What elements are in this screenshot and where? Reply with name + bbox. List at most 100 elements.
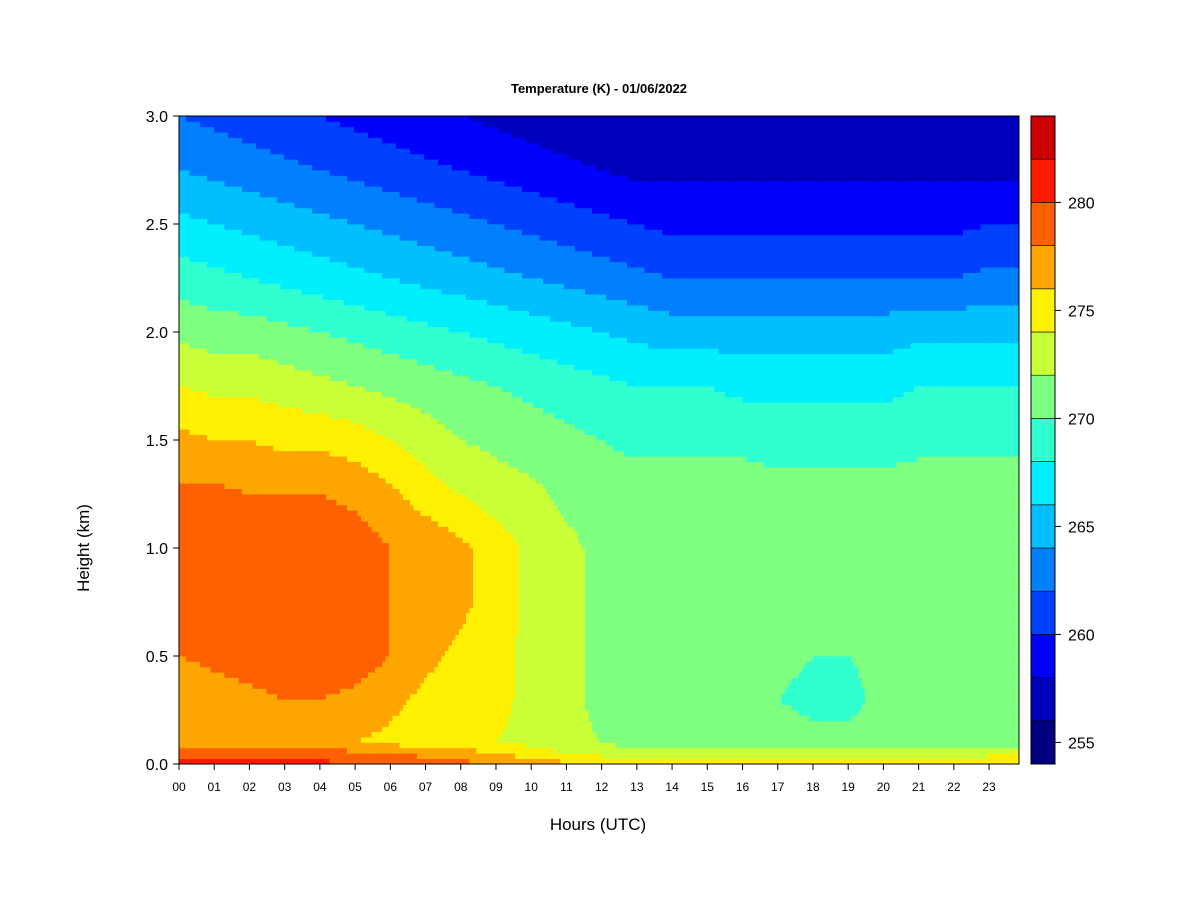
- heatmap-cell: [711, 678, 715, 684]
- heatmap-cell: [484, 742, 488, 748]
- heatmap-cell: [914, 672, 918, 678]
- heatmap-cell: [844, 683, 848, 689]
- heatmap-cell: [596, 742, 600, 748]
- heatmap-cell: [267, 688, 271, 694]
- heatmap-cell: [988, 715, 992, 721]
- heatmap-cell: [949, 656, 953, 662]
- heatmap-cell: [302, 705, 306, 711]
- heatmap-cell: [778, 705, 782, 711]
- heatmap-cell: [291, 737, 295, 743]
- heatmap-cell: [508, 688, 512, 694]
- heatmap-cell: [942, 710, 946, 716]
- heatmap-cell: [533, 667, 537, 673]
- heatmap-cell: [771, 710, 775, 716]
- heatmap-cell: [1005, 661, 1009, 667]
- heatmap-cell: [242, 748, 246, 754]
- heatmap-cell: [655, 726, 659, 732]
- heatmap-cell: [939, 672, 943, 678]
- heatmap-cell: [512, 753, 516, 759]
- heatmap-cell: [750, 705, 754, 711]
- heatmap-cell: [613, 661, 617, 667]
- heatmap-cell: [645, 753, 649, 759]
- heatmap-cell: [494, 753, 498, 759]
- heatmap-cell: [865, 726, 869, 732]
- heatmap-cell: [557, 742, 561, 748]
- heatmap-cell: [449, 661, 453, 667]
- heatmap-cell: [869, 699, 873, 705]
- heatmap-cell: [788, 742, 792, 748]
- heatmap-cell: [718, 742, 722, 748]
- heatmap-cell: [536, 672, 540, 678]
- heatmap-cell: [648, 667, 652, 673]
- heatmap-cell: [872, 732, 876, 738]
- heatmap-cell: [557, 678, 561, 684]
- heatmap-cell: [984, 661, 988, 667]
- heatmap-cell: [645, 694, 649, 700]
- heatmap-cell: [981, 678, 985, 684]
- heatmap-cell: [571, 651, 575, 657]
- heatmap-cell: [512, 726, 516, 732]
- heatmap-cell: [515, 699, 519, 705]
- heatmap-cell: [631, 672, 635, 678]
- heatmap-cell: [729, 753, 733, 759]
- heatmap-cell: [239, 715, 243, 721]
- heatmap-cell: [291, 683, 295, 689]
- heatmap-cell: [417, 715, 421, 721]
- heatmap-cell: [823, 661, 827, 667]
- heatmap-cell: [662, 710, 666, 716]
- heatmap-cell: [211, 694, 215, 700]
- heatmap-cell: [746, 667, 750, 673]
- heatmap-cell: [424, 678, 428, 684]
- heatmap-cell: [806, 742, 810, 748]
- heatmap-cell: [470, 726, 474, 732]
- heatmap-cell: [340, 737, 344, 743]
- heatmap-cell: [914, 694, 918, 700]
- heatmap-cell: [288, 694, 292, 700]
- heatmap-cell: [515, 683, 519, 689]
- heatmap-cell: [473, 672, 477, 678]
- heatmap-cell: [242, 737, 246, 743]
- heatmap-cell: [358, 688, 362, 694]
- heatmap-cell: [228, 715, 232, 721]
- heatmap-cell: [904, 748, 908, 754]
- heatmap-cell: [767, 661, 771, 667]
- heatmap-cell: [603, 688, 607, 694]
- heatmap-cell: [470, 732, 474, 738]
- heatmap-cell: [477, 683, 481, 689]
- heatmap-cell: [935, 710, 939, 716]
- heatmap-cell: [386, 753, 390, 759]
- heatmap-cell: [375, 721, 379, 727]
- heatmap-cell: [753, 742, 757, 748]
- heatmap-cell: [291, 705, 295, 711]
- heatmap-cell: [925, 715, 929, 721]
- heatmap-cell: [830, 721, 834, 727]
- heatmap-cell: [876, 721, 880, 727]
- heatmap-cell: [396, 732, 400, 738]
- heatmap-cell: [641, 699, 645, 705]
- heatmap-cell: [907, 748, 911, 754]
- heatmap-cell: [288, 705, 292, 711]
- heatmap-cell: [872, 672, 876, 678]
- heatmap-cell: [204, 742, 208, 748]
- heatmap-cell: [540, 694, 544, 700]
- heatmap-cell: [351, 661, 355, 667]
- heatmap-cell: [967, 721, 971, 727]
- heatmap-cell: [617, 705, 621, 711]
- heatmap-cell: [256, 683, 260, 689]
- heatmap-cell: [806, 748, 810, 754]
- heatmap-cell: [683, 721, 687, 727]
- heatmap-cell: [914, 661, 918, 667]
- heatmap-cell: [312, 715, 316, 721]
- heatmap-cell: [407, 672, 411, 678]
- heatmap-cell: [358, 753, 362, 759]
- heatmap-cell: [760, 661, 764, 667]
- heatmap-cell: [505, 710, 509, 716]
- heatmap-cell: [652, 737, 656, 743]
- heatmap-cell: [718, 678, 722, 684]
- heatmap-cell: [767, 753, 771, 759]
- heatmap-cell: [183, 732, 187, 738]
- heatmap-cell: [218, 726, 222, 732]
- heatmap-cell: [309, 678, 313, 684]
- heatmap-cell: [736, 732, 740, 738]
- heatmap-cell: [799, 705, 803, 711]
